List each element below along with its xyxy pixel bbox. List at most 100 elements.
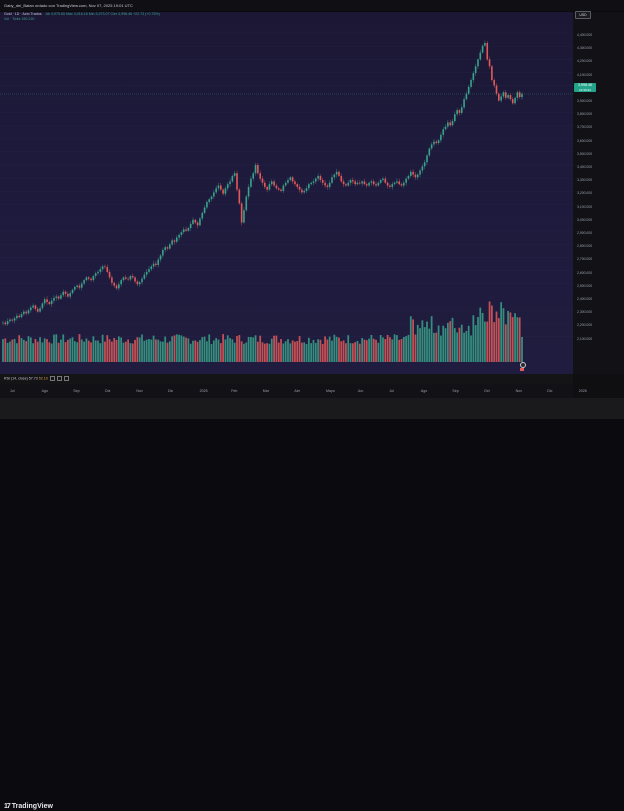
time-tick-label: Ago: [420, 389, 428, 393]
candle-body: [136, 281, 139, 285]
volume-bar: [444, 328, 447, 362]
volume-bar: [57, 342, 60, 362]
volume-bar: [382, 337, 384, 362]
candle-body: [435, 141, 438, 144]
volume-bar: [39, 337, 41, 362]
rsi-close-icon[interactable]: [63, 376, 69, 381]
candle-body: [259, 173, 261, 179]
volume-bar: [331, 340, 333, 362]
candle-body: [99, 269, 102, 272]
candle-body: [46, 299, 48, 303]
volume-bar: [83, 341, 85, 362]
volume-bar: [97, 340, 99, 362]
rsi-value-1: 57.73: [28, 376, 38, 381]
volume-bar: [493, 322, 496, 362]
earnings-flag-icon[interactable]: [520, 368, 524, 371]
rsi-visibility-icon[interactable]: [49, 376, 55, 381]
rsi-settings-icon[interactable]: [56, 376, 62, 381]
footer-bar: 17 TradingView: [0, 398, 624, 810]
time-tick-label: Abr: [294, 389, 300, 393]
price-chart[interactable]: [0, 12, 573, 374]
candle-body: [400, 184, 403, 186]
volume-bar: [208, 334, 211, 362]
candle-body: [196, 222, 199, 226]
candle-body: [326, 185, 329, 187]
candle-body: [250, 178, 252, 187]
price-tick-label: 3,200.000: [577, 191, 593, 196]
volume-bar: [484, 321, 486, 362]
volume-bar: [338, 337, 340, 362]
time-tick-label: Nov: [136, 389, 143, 393]
volume-bar: [199, 340, 201, 362]
volume-bar: [157, 339, 160, 362]
candle-body: [289, 177, 292, 181]
candle-body: [440, 134, 442, 141]
candle-body: [372, 181, 375, 185]
chart-window: Gaby_dei_Batan ordado con TradingView.co…: [0, 3, 624, 810]
candle-body: [32, 305, 34, 308]
candle-body: [6, 321, 9, 325]
volume-bar: [9, 341, 11, 362]
candle-body: [266, 186, 268, 190]
candle-body: [43, 299, 46, 304]
candle-body: [321, 180, 324, 183]
time-axis[interactable]: [0, 384, 573, 398]
volume-bar: [335, 336, 338, 362]
volume-bar: [180, 335, 183, 362]
candle-body: [224, 188, 227, 194]
volume-bar: [495, 311, 498, 362]
candle-body: [447, 122, 449, 127]
volume-bar: [314, 342, 317, 362]
volume-bar: [435, 332, 438, 362]
candle-body: [319, 175, 322, 181]
price-tick-label: 2,200.000: [577, 323, 593, 328]
volume-bar: [168, 341, 171, 362]
volume-bar: [270, 338, 273, 362]
rsi-pane[interactable]: [0, 374, 573, 384]
time-tick-label: Mayo: [326, 389, 335, 393]
chart-pane[interactable]: [0, 12, 573, 374]
volume-bar: [62, 334, 65, 362]
volume-bar: [412, 319, 414, 362]
brand-name: TradingView: [11, 802, 53, 810]
volume-bar: [294, 341, 296, 362]
candle-body: [284, 182, 287, 186]
volume-bar: [164, 336, 167, 362]
volume-bar: [155, 339, 157, 362]
price-tick-label: 3,300.000: [577, 178, 593, 183]
candle-body: [175, 237, 178, 242]
time-tick-label: Nov: [515, 389, 522, 393]
volume-bar: [386, 334, 389, 362]
candle-body: [162, 249, 164, 256]
candle-body: [509, 95, 512, 100]
volume-bar: [467, 325, 470, 362]
tradingview-logo[interactable]: 17 TradingView: [4, 801, 53, 811]
candle-body: [157, 259, 160, 266]
volume-bar: [351, 343, 354, 362]
candle-body: [414, 174, 417, 178]
candle-body: [365, 184, 368, 186]
time-tick-label: Ago: [41, 389, 48, 393]
volume-bar: [219, 343, 222, 362]
candle-body: [185, 229, 187, 231]
candle-body: [264, 182, 266, 187]
candle-body: [138, 282, 141, 285]
candle-body: [277, 188, 280, 190]
volume-bar: [372, 338, 375, 362]
candle-body: [210, 196, 213, 200]
candle-body: [166, 247, 169, 249]
candle-body: [120, 280, 122, 285]
candle-body: [18, 315, 21, 318]
event-marker-icon[interactable]: [520, 362, 526, 368]
price-tick-label: 2,800.000: [577, 244, 593, 249]
volume-bar: [222, 334, 224, 362]
price-tick-label: 4,200.000: [577, 59, 593, 64]
candle-body: [122, 277, 125, 281]
candle-body: [145, 271, 148, 275]
candle-body: [359, 182, 361, 184]
currency-button[interactable]: USD: [575, 11, 591, 19]
price-axis[interactable]: [573, 12, 624, 374]
candle-body: [80, 283, 83, 288]
candle-body: [451, 121, 454, 126]
candle-body: [403, 182, 405, 186]
